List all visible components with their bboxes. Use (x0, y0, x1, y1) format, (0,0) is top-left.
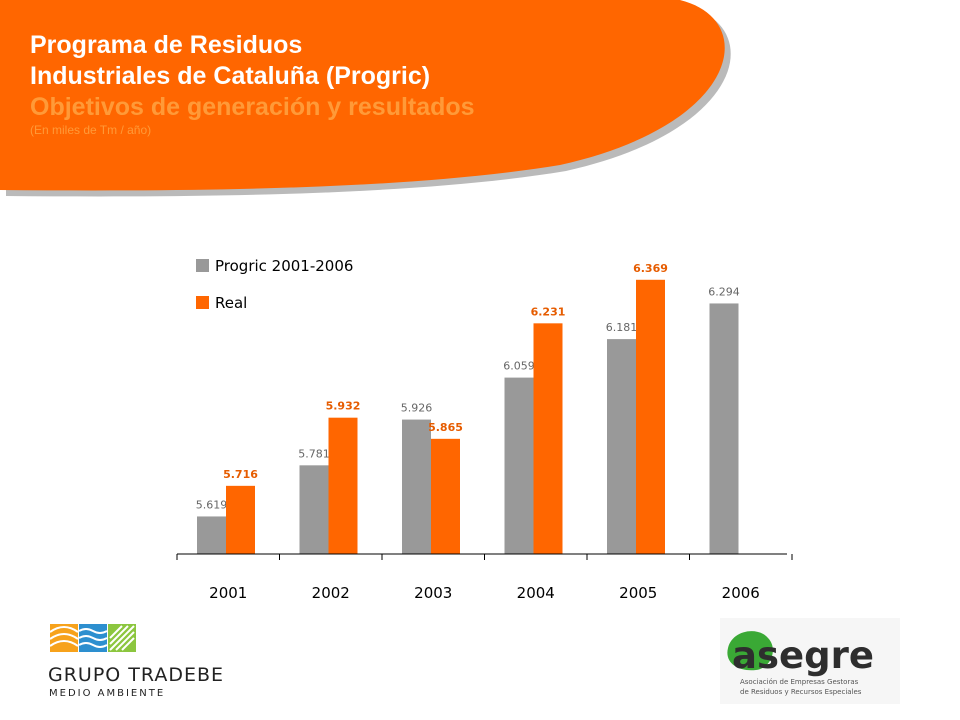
data-label-real-2003: 5.865 (428, 421, 463, 434)
legend-swatch-real (196, 296, 209, 309)
data-label-progric-2006: 6.294 (708, 285, 740, 298)
asegre-name: asegre (732, 634, 874, 677)
data-label-progric-2002: 5.781 (298, 447, 330, 460)
data-label-progric-2005: 6.181 (606, 321, 638, 334)
asegre-splash-icon (727, 631, 773, 671)
bar-real-2005 (636, 279, 665, 554)
bar-progric-2002 (299, 465, 329, 554)
bar-progric-2001 (197, 516, 226, 554)
bar-progric-2005 (607, 339, 636, 554)
x-tick-label-2004: 2004 (517, 584, 555, 602)
x-tick-label-2002: 2002 (312, 584, 350, 602)
data-label-progric-2004: 6.059 (503, 360, 535, 373)
waves-leaf-icon (49, 624, 136, 652)
header-banner (0, 0, 731, 197)
x-axis: 2001 2002 2003 2004 2005 2006 (176, 553, 793, 602)
banner-shape (0, 0, 725, 191)
bar-real-2003 (431, 438, 460, 554)
bars-layer: 5.619 5.716 5.781 5.932 5.926 5.865 6.059 6.231… (196, 262, 740, 554)
bar-progric-2006 (709, 303, 739, 554)
tradebe-name: GRUPO TRADEBE (48, 664, 224, 686)
tradebe-logo: GRUPO TRADEBE MEDIO AMBIENTE (48, 624, 224, 699)
page-title-line-1: Programa de Residuos (30, 31, 303, 59)
x-tick-label-2001: 2001 (209, 584, 247, 602)
legend-label-progric: Progric 2001-2006 (215, 257, 353, 275)
legend-swatch-progric (196, 259, 209, 272)
data-label-real-2005: 6.369 (633, 262, 668, 275)
asegre-desc-line-1: Asociación de Empresas Gestoras (740, 678, 859, 686)
bar-real-2004 (533, 323, 563, 554)
bar-progric-2003 (402, 419, 431, 554)
units-note: (En miles de Tm / año) (30, 123, 152, 137)
bar-real-2002 (328, 417, 358, 554)
data-label-progric-2001: 5.619 (196, 498, 228, 511)
data-label-real-2002: 5.932 (326, 400, 361, 413)
bar-progric-2004 (504, 377, 534, 554)
legend: Progric 2001-2006 Real (196, 257, 353, 312)
data-label-real-2001: 5.716 (223, 468, 258, 481)
title-block: Programa de Residuos Industriales de Cat… (30, 30, 475, 137)
x-tick-label-2006: 2006 (722, 584, 760, 602)
asegre-logo: asegre Asociación de Empresas Gestoras d… (720, 618, 900, 704)
asegre-desc-line-2: de Residuos y Recursos Especiales (740, 688, 862, 696)
legend-label-real: Real (215, 294, 247, 312)
x-tick-label-2003: 2003 (414, 584, 452, 602)
bar-real-2001 (226, 485, 255, 554)
x-tick-label-2005: 2005 (619, 584, 657, 602)
tradebe-tagline: MEDIO AMBIENTE (49, 688, 165, 699)
data-label-real-2004: 6.231 (531, 305, 566, 318)
data-label-progric-2003: 5.926 (401, 402, 433, 415)
page-subtitle: Objetivos de generación y resultados (30, 93, 475, 121)
page-title-line-2: Industriales de Cataluña (Progric) (30, 62, 431, 90)
